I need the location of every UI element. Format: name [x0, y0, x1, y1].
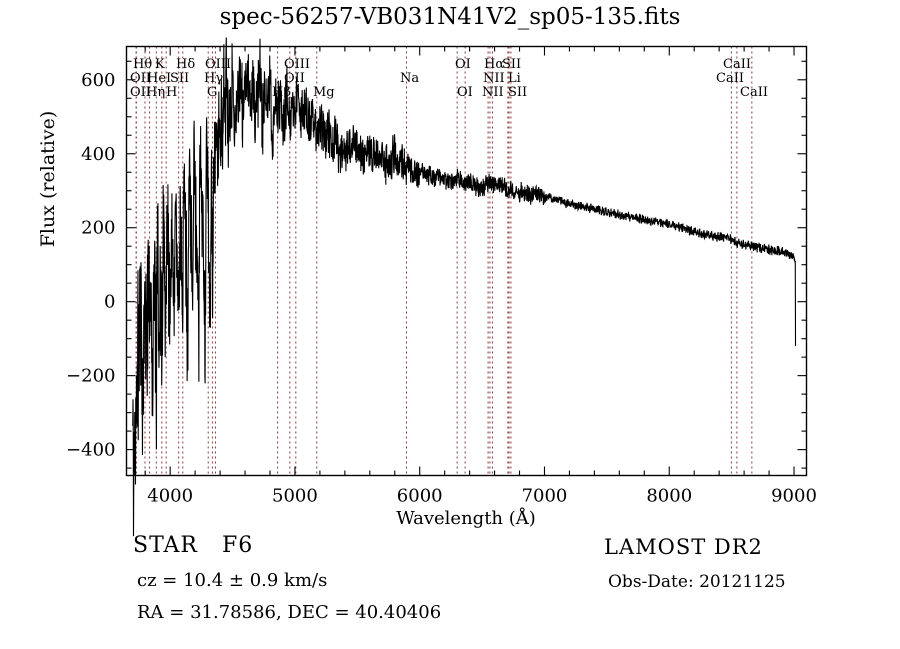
x-tick-label: 8000: [646, 486, 692, 507]
y-tick-label: 200: [81, 218, 115, 239]
spectral-line-label: SII: [508, 85, 528, 100]
spectral-line-label: Hβ: [272, 85, 291, 100]
spectral-line-label: OII: [284, 71, 305, 86]
axis-frame: [125, 45, 808, 477]
spectral-line-label: OII: [130, 85, 151, 100]
spectral-line-label: NII: [483, 71, 505, 86]
spectral-line-label: Mg: [313, 85, 335, 100]
footer-object-type: STAR F6: [133, 533, 253, 558]
y-tick-label: 400: [81, 144, 115, 165]
x-tick-label: 5000: [272, 486, 318, 507]
spectral-line-label: SII: [502, 57, 522, 72]
spectral-line-label: OIII: [284, 57, 311, 72]
spectral-line-label: H: [166, 85, 178, 100]
spectral-line-label: Hδ: [176, 57, 196, 72]
footer-obs-date: Obs-Date: 20121125: [608, 572, 786, 592]
x-tick-label: 6000: [397, 486, 443, 507]
spectral-line-label: CaII: [723, 57, 751, 72]
y-tick-label: −200: [66, 366, 115, 387]
spectral-line-label: Na: [400, 71, 420, 86]
axis-ticks: [126, 46, 807, 476]
spectral-line-markers: [135, 46, 753, 476]
footer-cz: cz = 10.4 ± 0.9 km/s: [137, 570, 328, 591]
spectral-line-label: NII: [482, 85, 504, 100]
spectral-line-label: Hγ: [204, 71, 224, 86]
spectral-line-label: Hα: [484, 57, 505, 72]
axis-tick-labels: 4000 5000 6000 7000 8000 9000 −400 −200 0 200 400 6…: [66, 70, 817, 507]
footer-survey: LAMOST DR2: [604, 535, 763, 559]
spectral-line-label: Hθ: [133, 57, 153, 72]
y-tick-label: −400: [66, 440, 115, 461]
y-tick-label: 600: [81, 70, 115, 91]
spectral-line-label: CaII: [740, 85, 768, 100]
spectral-line-label: Li: [508, 71, 521, 86]
spectral-line-label: CaII: [716, 71, 744, 86]
x-axis-label: Wavelength (Å): [396, 508, 536, 529]
spectral-line-label: HeI: [147, 71, 172, 86]
footer-coordinates: RA = 31.78586, DEC = 40.40406: [137, 602, 442, 623]
y-tick-label: 0: [104, 292, 115, 313]
x-tick-label: 9000: [771, 486, 817, 507]
spectral-line-label: SII: [170, 71, 190, 86]
spectrum-trace: [132, 37, 797, 537]
x-tick-label: 4000: [147, 486, 193, 507]
page-title: spec-56257-VB031N41V2_sp05-135.fits: [219, 4, 681, 30]
spectral-line-label: OI: [455, 57, 471, 72]
spectral-line-label: G: [207, 85, 218, 100]
spectral-line-label: OIII: [205, 57, 232, 72]
object-type-text: STAR: [133, 533, 198, 558]
spectral-line-label: K: [155, 57, 165, 72]
spectral-line-label: OI: [457, 85, 473, 100]
x-tick-label: 7000: [522, 486, 568, 507]
spectral-class-text: F6: [221, 533, 254, 558]
spectral-line-label: Hη: [146, 85, 166, 100]
spectral-line-label: OII: [130, 71, 151, 86]
